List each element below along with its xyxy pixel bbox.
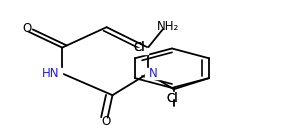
Bar [131, 48, 147, 54]
Text: Cl: Cl [166, 92, 178, 105]
Bar [164, 92, 180, 98]
Text: HN: HN [42, 67, 60, 80]
Text: O: O [22, 22, 31, 35]
Text: Cl: Cl [166, 92, 178, 105]
Bar [145, 68, 161, 79]
Text: Cl: Cl [133, 41, 145, 54]
Bar [40, 68, 62, 79]
Text: NH₂: NH₂ [157, 20, 179, 33]
Text: N: N [149, 67, 158, 80]
Text: Cl: Cl [133, 41, 145, 54]
Text: O: O [102, 115, 111, 128]
